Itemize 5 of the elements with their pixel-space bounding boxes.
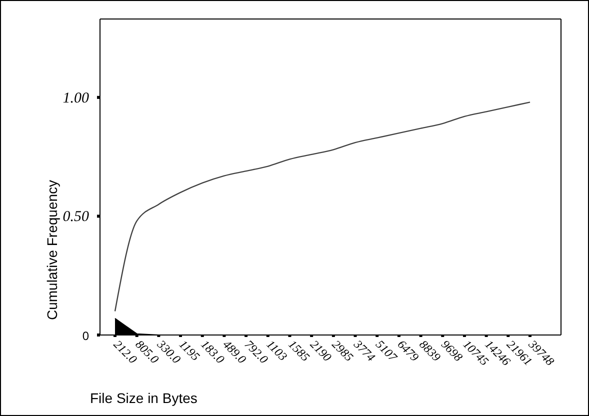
y-axis-title: Cumulative Frequency xyxy=(44,180,60,320)
y-tick-label: 0 xyxy=(82,329,90,343)
x-axis-title: File Size in Bytes xyxy=(90,390,198,406)
y-tick-label: 1.00 xyxy=(62,90,90,106)
y-tick-label: 0.50 xyxy=(62,209,90,226)
